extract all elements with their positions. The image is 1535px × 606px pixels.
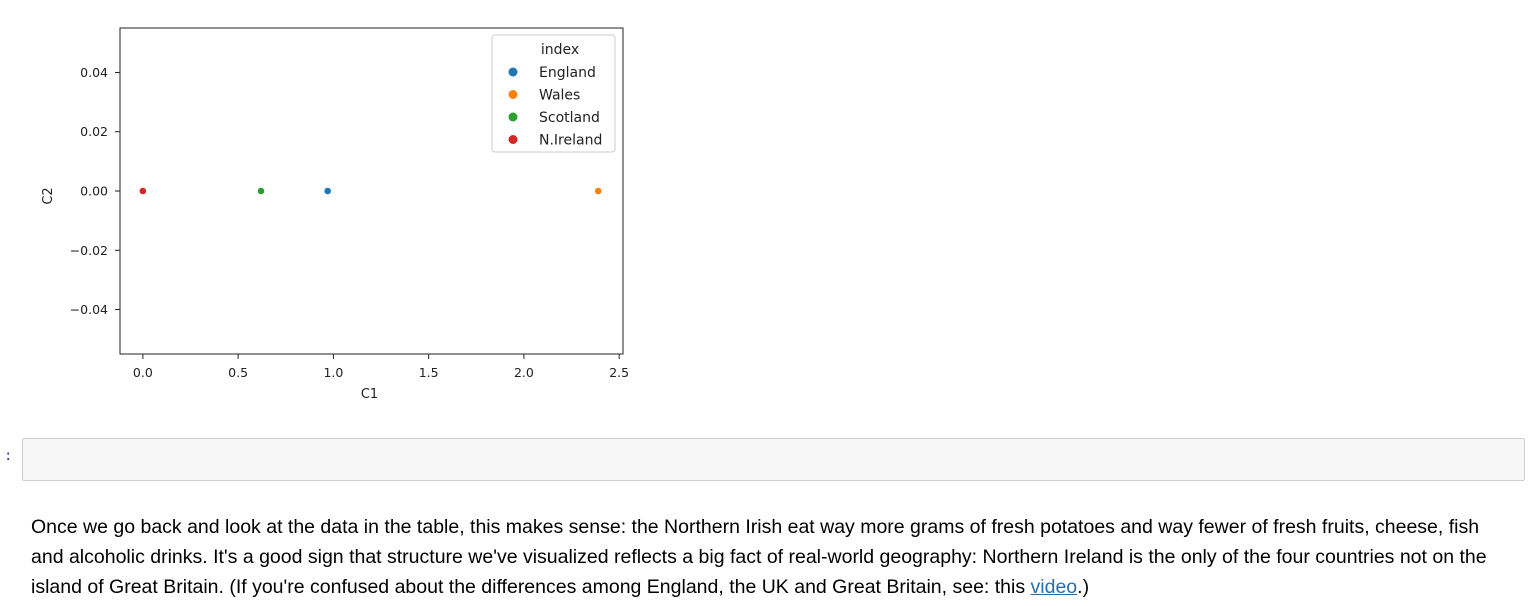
point-england (323, 187, 332, 195)
x-tick-label: 2.0 (514, 365, 534, 380)
y-tick-label: 0.00 (80, 184, 108, 199)
legend-marker (508, 112, 518, 122)
cell-prompt: : (4, 448, 13, 464)
legend-box (491, 34, 616, 153)
legend-title: index (541, 42, 579, 58)
x-axis-label: C1 (361, 387, 378, 402)
legend-entry-label: N.Ireland (539, 133, 602, 149)
point-wales (594, 187, 603, 195)
y-tick-label: −0.04 (70, 302, 108, 317)
legend-entry-label: Wales (539, 88, 580, 104)
x-tick-label: 1.0 (323, 365, 343, 380)
markdown-paragraph: Once we go back and look at the data in … (31, 512, 1511, 602)
paragraph-text: Once we go back and look at the data in … (31, 516, 1487, 598)
empty-code-cell[interactable] (22, 438, 1525, 481)
point-n-ireland (138, 187, 147, 195)
x-tick-label: 0.5 (228, 365, 248, 380)
x-tick-label: 0.0 (133, 365, 153, 380)
legend-marker (508, 135, 518, 144)
scatter-chart: 0.0 0.5 1.0 1.5 2.0 2.5 0.04 0.02 0.00 −0.02 −0.04… (0, 0, 660, 410)
video-link[interactable]: video (1030, 576, 1078, 598)
point-scotland (257, 187, 265, 195)
paragraph-text-end: .) (1077, 576, 1090, 598)
legend-entry-label: England (539, 65, 596, 81)
y-tick-label: 0.02 (80, 124, 108, 139)
y-tick-label: 0.04 (80, 65, 108, 80)
legend-entry-label: Scotland (539, 110, 600, 126)
x-tick-label: 1.5 (419, 365, 439, 380)
x-tick-label: 2.5 (609, 365, 629, 380)
scatter-plot-svg: 0.0 0.5 1.0 1.5 2.0 2.5 0.04 0.02 0.00 −0.02 −0.04… (41, 27, 629, 402)
legend-marker (508, 67, 518, 77)
y-axis-label: C2 (41, 187, 56, 204)
y-tick-label: −0.02 (70, 243, 108, 258)
legend-marker (508, 90, 518, 99)
